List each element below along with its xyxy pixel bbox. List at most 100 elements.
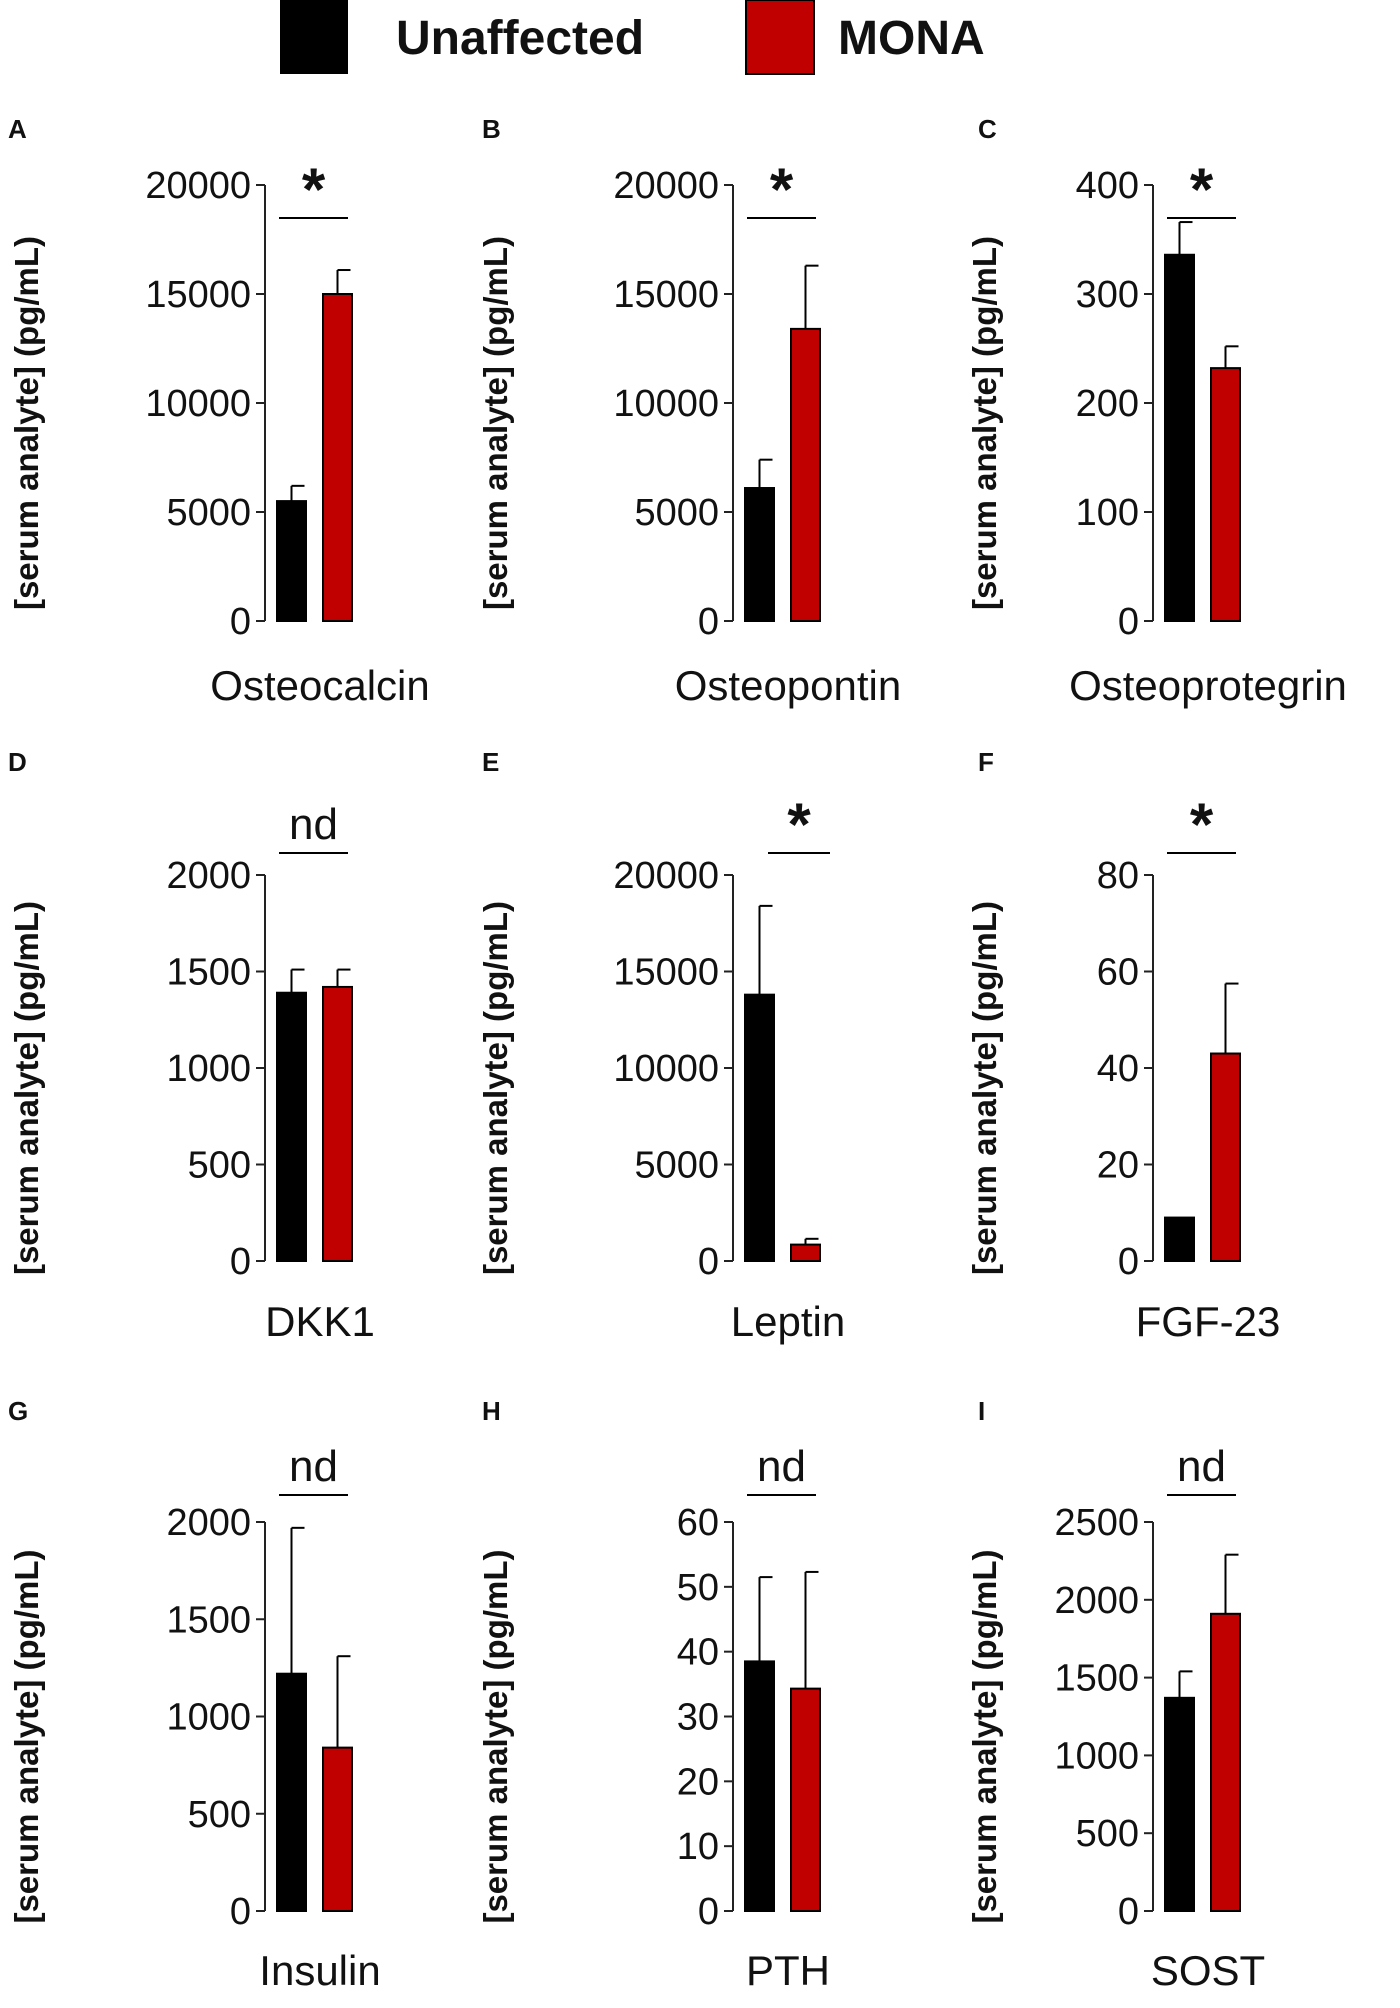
y-tick-label: 400 [1076, 165, 1139, 207]
y-tick-label: 40 [1097, 1048, 1139, 1090]
y-tick-label: 15000 [145, 274, 251, 316]
y-tick-label: 0 [1118, 1241, 1139, 1283]
y-tick-label: 2000 [166, 855, 251, 897]
y-axis-label: [serum analyte] (pg/mL) [966, 236, 1003, 610]
significance-label: * [1190, 791, 1214, 858]
y-axis-label: [serum analyte] (pg/mL) [477, 236, 514, 610]
bar-mona [791, 1689, 820, 1911]
x-axis-label: FGF-23 [1136, 1298, 1281, 1345]
significance-label: nd [289, 800, 338, 849]
y-tick-label: 10000 [613, 383, 719, 425]
y-tick-label: 10000 [613, 1048, 719, 1090]
y-tick-label: 100 [1076, 492, 1139, 534]
y-axis-label: [serum analyte] (pg/mL) [477, 1549, 514, 1923]
y-tick-label: 20 [677, 1761, 719, 1803]
panel-letter: D [8, 747, 27, 777]
y-tick-label: 0 [1118, 601, 1139, 643]
chart-panel-f: F [serum analyte] (pg/mL) 0 20 40 60 80 * FGF-23 [966, 747, 1280, 1345]
y-axis-label: [serum analyte] (pg/mL) [8, 901, 45, 1275]
panel-letter: C [978, 114, 997, 144]
legend: Unaffected MONA [280, 0, 985, 74]
y-tick-label: 0 [698, 601, 719, 643]
significance-label: * [770, 156, 794, 223]
y-tick-label: 15000 [613, 274, 719, 316]
x-axis-label: DKK1 [265, 1298, 375, 1345]
y-tick-label: 20000 [145, 165, 251, 207]
bar-unaffected [1165, 1218, 1194, 1261]
y-tick-label: 1500 [1054, 1658, 1139, 1700]
y-tick-label: 0 [230, 601, 251, 643]
y-axis-label: [serum analyte] (pg/mL) [8, 236, 45, 610]
significance-label: * [787, 791, 811, 858]
x-axis-label: Insulin [259, 1947, 380, 1994]
panel-letter: H [482, 1396, 501, 1426]
y-tick-label: 500 [188, 1145, 251, 1187]
bar-unaffected [745, 995, 774, 1261]
y-tick-label: 0 [698, 1891, 719, 1933]
bar-unaffected [277, 501, 306, 621]
y-tick-label: 10000 [145, 383, 251, 425]
x-axis-label: Osteoprotegrin [1069, 662, 1347, 709]
y-tick-label: 2000 [166, 1502, 251, 1544]
y-tick-label: 15000 [613, 952, 719, 994]
y-tick-label: 20000 [613, 855, 719, 897]
bar-unaffected [277, 993, 306, 1261]
figure: Unaffected MONA A [serum analyte] (pg/mL)… [0, 0, 1400, 2008]
y-axis-label: [serum analyte] (pg/mL) [966, 1549, 1003, 1923]
chart-panel-h: H [serum analyte] (pg/mL) 0 10 20 30 40 50 60 nd P… [477, 1396, 830, 1994]
y-tick-label: 5000 [634, 1145, 719, 1187]
y-tick-label: 50 [677, 1567, 719, 1609]
y-tick-label: 10 [677, 1826, 719, 1868]
chart-panel-e: E [serum analyte] (pg/mL) 0 5000 10000 15000 2… [477, 747, 845, 1345]
x-axis-label: Osteopontin [675, 662, 902, 709]
y-tick-label: 60 [1097, 952, 1139, 994]
bar-unaffected [277, 1674, 306, 1911]
legend-swatch-mona [746, 0, 814, 74]
bar-mona [1211, 1054, 1240, 1261]
y-tick-label: 2000 [1054, 1580, 1139, 1622]
y-tick-label: 1000 [166, 1697, 251, 1739]
y-tick-label: 80 [1097, 855, 1139, 897]
bar-unaffected [745, 1661, 774, 1911]
panel-letter: A [8, 114, 27, 144]
significance-label: nd [289, 1442, 338, 1491]
y-tick-label: 500 [1076, 1813, 1139, 1855]
x-axis-label: Leptin [731, 1298, 845, 1345]
y-tick-label: 30 [677, 1697, 719, 1739]
chart-panel-i: I [serum analyte] (pg/mL) 0 500 1000 1500 2000… [966, 1396, 1265, 1994]
legend-label-mona: MONA [838, 12, 985, 65]
chart-panel-c: C [serum analyte] (pg/mL) 0 100 200 300 400 * Os… [966, 114, 1347, 709]
y-tick-label: 1000 [1054, 1735, 1139, 1777]
panel-letter: I [978, 1396, 985, 1426]
y-axis-label: [serum analyte] (pg/mL) [8, 1549, 45, 1923]
panel-letter: G [8, 1396, 28, 1426]
bar-mona [791, 329, 820, 621]
y-tick-label: 300 [1076, 274, 1139, 316]
x-axis-label: PTH [746, 1947, 830, 1994]
y-axis-label: [serum analyte] (pg/mL) [477, 901, 514, 1275]
panel-letter: E [482, 747, 499, 777]
bar-unaffected [1165, 255, 1194, 621]
chart-panel-a: A [serum analyte] (pg/mL) 0 5000 10000 15000 2… [8, 114, 430, 709]
y-tick-label: 60 [677, 1502, 719, 1544]
y-tick-label: 0 [1118, 1891, 1139, 1933]
legend-label-unaffected: Unaffected [396, 12, 644, 65]
y-tick-label: 0 [230, 1241, 251, 1283]
y-tick-label: 200 [1076, 383, 1139, 425]
y-tick-label: 40 [677, 1632, 719, 1674]
y-axis-label: [serum analyte] (pg/mL) [966, 901, 1003, 1275]
chart-panel-b: B [serum analyte] (pg/mL) 0 5000 10000 15000 2… [477, 114, 901, 709]
y-tick-label: 20 [1097, 1145, 1139, 1187]
legend-swatch-unaffected [280, 0, 348, 74]
x-axis-label: SOST [1151, 1947, 1265, 1994]
y-tick-label: 5000 [634, 492, 719, 534]
panel-letter: B [482, 114, 501, 144]
y-tick-label: 0 [230, 1891, 251, 1933]
y-tick-label: 1500 [166, 1599, 251, 1641]
bar-mona [323, 1748, 352, 1911]
bar-unaffected [1165, 1698, 1194, 1911]
chart-panel-d: D [serum analyte] (pg/mL) 0 500 1000 1500 2000… [8, 747, 375, 1345]
significance-label: * [302, 156, 326, 223]
significance-label: nd [1177, 1442, 1226, 1491]
y-tick-label: 1500 [166, 952, 251, 994]
